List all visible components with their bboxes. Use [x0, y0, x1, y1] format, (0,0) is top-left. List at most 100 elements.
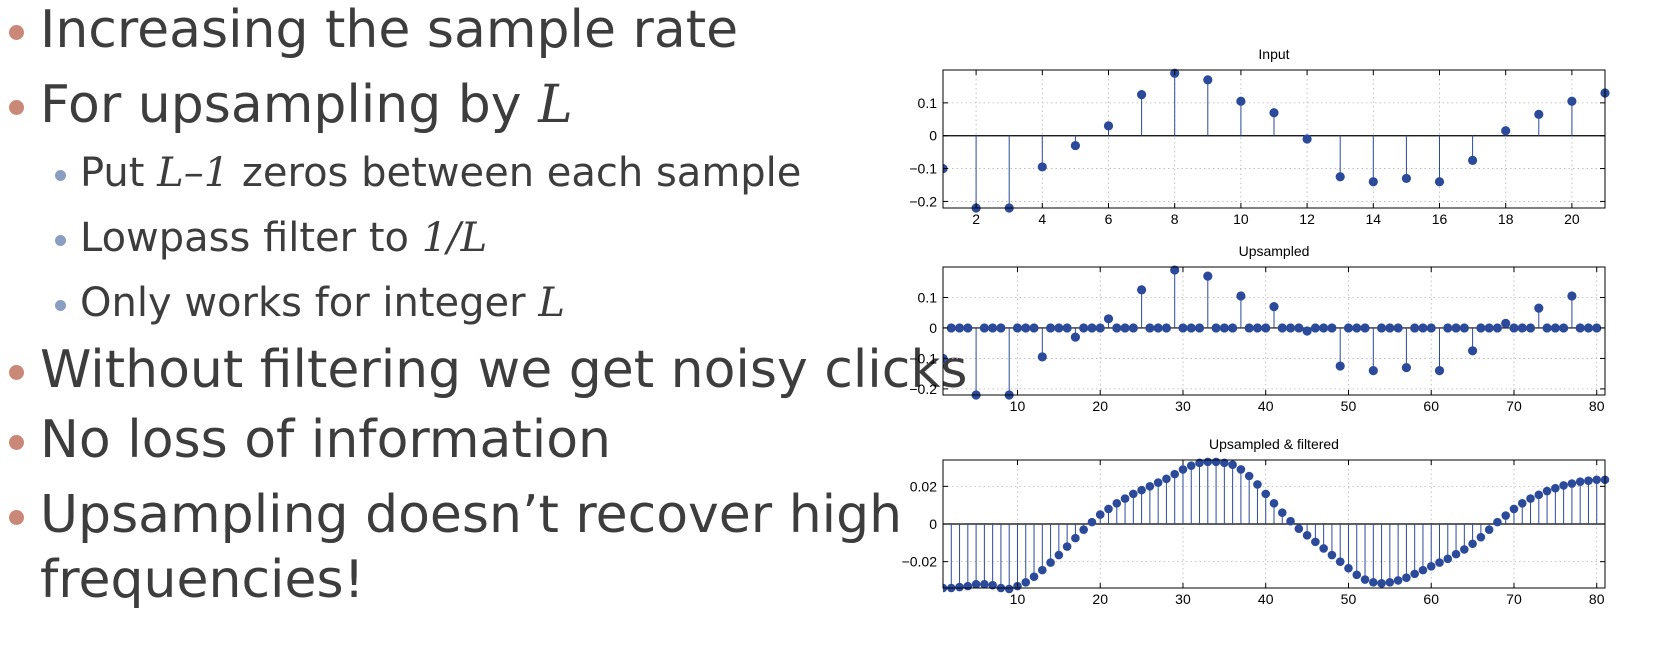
stem-marker [1459, 323, 1469, 333]
stem-marker [1567, 479, 1577, 488]
stem-marker [1261, 323, 1271, 333]
stem-marker [1162, 474, 1171, 484]
stem-marker [1368, 177, 1378, 187]
y-tick-label: 0.02 [910, 478, 937, 494]
stem-marker [979, 323, 989, 333]
stem-marker [1286, 516, 1295, 526]
stem-marker [1575, 477, 1585, 486]
plot-frame [942, 69, 1606, 209]
sub-bullet-item: Only works for integer L [80, 280, 565, 326]
chart-title: Upsampled & filtered [1209, 436, 1339, 452]
stem-marker [1534, 109, 1544, 119]
sub-bullet-item: Put L–1 zeros between each sample [80, 150, 801, 196]
stem-marker [1103, 121, 1114, 131]
plot-frame [942, 266, 1606, 396]
stem-marker [1551, 483, 1560, 493]
stem-marker [1493, 517, 1502, 527]
bullet-item: Without filtering we get noisy clicks [40, 340, 968, 400]
stem-marker [1236, 96, 1246, 106]
stem-marker [1219, 323, 1229, 333]
bullet-text: Lowpass filter to [80, 215, 422, 261]
stem-marker [1401, 362, 1411, 373]
bullet-text: Increasing the sample rate [40, 0, 739, 60]
x-tick-label: 20 [1564, 211, 1580, 227]
y-tick-label: 0.1 [918, 95, 938, 111]
stem-marker [1575, 323, 1585, 333]
x-tick-label: 70 [1506, 591, 1522, 607]
stem-marker [1526, 494, 1535, 503]
stem-marker [1360, 323, 1370, 333]
stem-marker [1501, 318, 1511, 328]
stem-marker [1294, 524, 1304, 534]
x-tick-label: 16 [1432, 211, 1448, 227]
stem-marker [1517, 323, 1527, 333]
bullet-text: Put [80, 150, 158, 196]
bullet-text: No loss of information [40, 410, 611, 470]
stem-marker [1220, 458, 1229, 468]
stem-chart-2: 10 20 30 40 50 60 70 80 −0.2 −0.1 0 0.1 Upsampled [909, 243, 1606, 414]
stem-marker [1468, 155, 1478, 165]
stem-marker [1534, 490, 1544, 500]
stem-marker [1029, 323, 1039, 333]
stem-marker [1062, 323, 1072, 333]
chart-title: Input [1258, 46, 1289, 62]
bullet-text: Upsampling doesn’t recover high [40, 485, 903, 545]
stem-marker [1137, 285, 1147, 295]
math-symbol: L [538, 280, 565, 326]
stem-marker [1476, 532, 1486, 542]
stem-marker [1368, 366, 1378, 376]
stem-marker [1443, 323, 1453, 333]
stem-marker [1401, 173, 1411, 184]
stem-marker [1311, 537, 1320, 547]
stem-marker [1584, 476, 1593, 486]
stem-marker [1186, 323, 1196, 333]
x-tick-label: 50 [1341, 398, 1357, 414]
stem-series [943, 457, 1610, 594]
bullet-dot-icon [55, 169, 66, 181]
stem-marker [1352, 570, 1362, 580]
bullet-continuation: frequencies! [40, 550, 364, 610]
stem-marker [1038, 565, 1047, 575]
stem-marker [1236, 465, 1246, 474]
stem-marker [1517, 498, 1527, 508]
stem-marker [1393, 576, 1403, 585]
stem-marker [1128, 323, 1138, 333]
stem-marker [1468, 539, 1477, 549]
bullet-text: Without filtering we get noisy clicks [40, 340, 968, 400]
x-tick-label: 12 [1299, 211, 1315, 227]
stem-marker [1451, 323, 1461, 333]
x-tick-label: 20 [1092, 591, 1108, 607]
stem-marker [1178, 323, 1188, 333]
stem-marker [1012, 323, 1023, 333]
stem-marker [1112, 323, 1122, 333]
stem-marker [1112, 498, 1122, 508]
y-tick-label: 0.1 [918, 289, 938, 305]
stem-marker [1021, 323, 1031, 333]
stem-marker [1484, 323, 1494, 333]
x-tick-label: 8 [1171, 211, 1179, 227]
x-tick-label: 6 [1105, 211, 1113, 227]
x-tick-label: 4 [1038, 211, 1046, 227]
stem-marker [1468, 346, 1478, 356]
stem-marker [1542, 486, 1552, 496]
bullet-item: Increasing the sample rate [40, 0, 738, 60]
stem-marker [1435, 558, 1444, 567]
stem-marker [1484, 525, 1494, 534]
stem-marker [1360, 575, 1370, 584]
stem-marker [1021, 578, 1031, 587]
stem-marker [1269, 302, 1279, 312]
stem-marker [1509, 504, 1519, 514]
stem-marker [1079, 525, 1088, 534]
stem-marker [1592, 323, 1602, 333]
stem-marker [1004, 584, 1014, 594]
x-tick-label: 40 [1258, 591, 1274, 607]
y-tick-label: −0.1 [909, 161, 937, 177]
stem-marker [1418, 565, 1428, 575]
stem-marker [1377, 578, 1386, 588]
stem-marker [1393, 323, 1403, 333]
stem-marker [1426, 562, 1436, 571]
stem-marker [1434, 177, 1445, 187]
charts-panel: 2 4 6 8 10 12 14 16 18 20 −0.2 −0.1 0 0.1 Input 10 20 30 4… [902, 46, 1610, 607]
stem-marker [1509, 323, 1519, 333]
stem-marker [1492, 323, 1503, 333]
